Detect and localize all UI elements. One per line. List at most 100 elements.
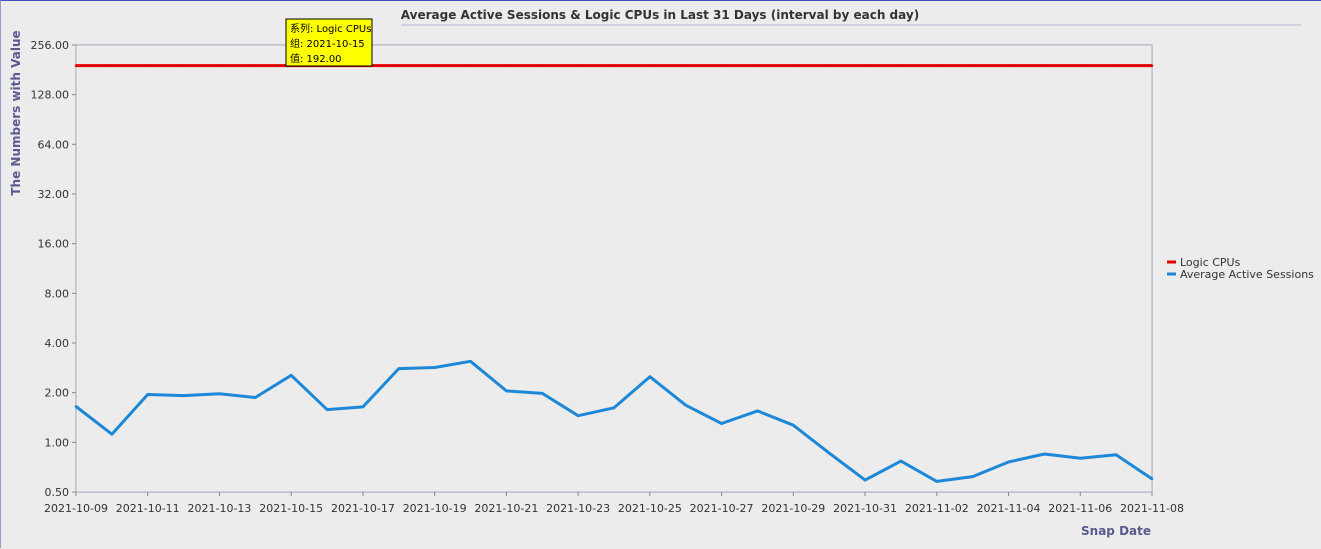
logic-cpus-point [827,64,831,67]
x-tick-label: 2021-10-21 [474,502,538,515]
average-active-sessions-point [1007,460,1010,464]
average-active-sessions-point [899,459,903,463]
average-active-sessions-point [74,405,78,408]
logic-cpus-point [720,64,723,67]
average-active-sessions-point [684,403,688,407]
average-active-sessions-point [110,432,114,436]
average-active-sessions-point [792,423,795,427]
average-active-sessions-point [720,422,723,425]
average-active-sessions-point [1150,477,1154,481]
tooltip: 系列: Logic CPUs 组: 2021-10-15 值: 192.00 [285,18,373,67]
logic-cpus-point [469,64,472,67]
x-tick-label: 2021-11-02 [905,502,969,515]
logic-cpus-point [218,64,221,67]
average-active-sessions-point [433,366,436,369]
plot-border [75,44,1153,493]
legend-label-logic-cpus: Logic CPUs [1180,256,1241,269]
tooltip-line: 值: 192.00 [290,52,342,65]
x-axis-label: Snap Date [1081,524,1151,538]
x-tick-label: 2021-10-23 [546,502,610,515]
average-active-sessions-point [935,480,939,483]
average-active-sessions-point [397,367,401,370]
logic-cpus-point [433,64,436,67]
tooltip-box [285,18,373,67]
average-active-sessions-point [863,478,867,482]
average-active-sessions-point [1078,457,1082,460]
y-tick-label: 64.00 [38,138,70,151]
logic-cpus-point [1114,64,1118,67]
average-active-sessions-point [1114,453,1118,457]
legend-label-average-active-sessions: Average Active Sessions [1180,268,1314,281]
x-tick-label: 2021-11-04 [977,502,1041,515]
x-tick-label: 2021-10-17 [331,502,395,515]
logic-cpus-point [899,64,903,67]
logic-cpus-point [756,64,759,67]
plot-frame [75,44,1153,493]
x-tick-label: 2021-10-25 [618,502,682,515]
x-ticks: 2021-10-09 2021-10-11 2021-10-13 2021-10-15… [44,492,1184,515]
logic-cpus-point [505,64,508,67]
series-group [74,64,1154,483]
logic-cpus-point [74,64,78,67]
average-active-sessions-point [612,406,616,410]
logic-cpus-point [612,64,616,67]
logic-cpus-point [576,64,580,67]
logic-cpus-point [110,64,114,67]
average-active-sessions-point [540,392,544,395]
average-active-sessions-point [325,408,329,411]
tooltip-line: 组: 2021-10-15 [290,37,365,50]
logic-cpus-point [397,64,401,67]
average-active-sessions-point [756,409,759,413]
y-tick-label: 8.00 [45,287,70,300]
y-tick-label: 1.00 [45,436,70,449]
x-tick-label: 2021-10-09 [44,502,108,515]
logic-cpus-point [935,64,939,67]
average-active-sessions-point [361,405,365,409]
x-tick-label: 2021-11-08 [1120,502,1184,515]
average-active-sessions-point [505,389,508,393]
average-active-sessions-point [254,396,257,399]
average-active-sessions-point [182,394,185,397]
average-active-sessions-point [827,451,831,455]
x-tick-label: 2021-10-13 [187,502,251,515]
average-active-sessions-point [1043,452,1046,456]
average-active-sessions-point [146,393,150,396]
x-tick-label: 2021-10-19 [403,502,467,515]
logic-cpus-point [1150,64,1154,67]
chart-title: Average Active Sessions & Logic CPUs in … [401,8,919,22]
logic-cpus-point [540,64,544,67]
x-tick-label: 2021-11-06 [1048,502,1112,515]
x-tick-label: 2021-10-11 [116,502,180,515]
x-tick-label: 2021-10-29 [761,502,825,515]
y-tick-label: 16.00 [38,238,70,251]
x-tick-label: 2021-10-31 [833,502,897,515]
logic-cpus-point [1007,64,1010,67]
average-active-sessions-point [469,359,472,363]
y-tick-label: 2.00 [45,387,70,400]
logic-cpus-point [1043,64,1046,67]
y-tick-label: 256.00 [31,39,70,52]
average-active-sessions-point [648,375,652,378]
plot-area [76,45,1152,492]
y-ticks: 256.00 128.00 64.00 32.00 16.00 8.00 4.00 2.00 1… [31,39,76,499]
logic-cpus-point [146,64,150,67]
y-tick-label: 0.50 [45,486,70,499]
y-tick-label: 128.00 [31,89,70,102]
logic-cpus-point [648,64,652,67]
logic-cpus-point [182,64,185,67]
y-axis-label: The Numbers with Value [9,30,23,195]
logic-cpus-point [254,64,257,67]
logic-cpus-point [971,64,974,67]
y-tick-label: 32.00 [38,188,70,201]
x-tick-label: 2021-10-27 [690,502,754,515]
average-active-sessions-point [971,475,974,478]
tooltip-line: 系列: Logic CPUs [290,22,371,35]
y-tick-label: 4.00 [45,337,70,350]
average-active-sessions-point [218,392,221,396]
x-tick-label: 2021-10-15 [259,502,323,515]
logic-cpus-point [792,64,795,67]
average-active-sessions-point [576,414,580,418]
